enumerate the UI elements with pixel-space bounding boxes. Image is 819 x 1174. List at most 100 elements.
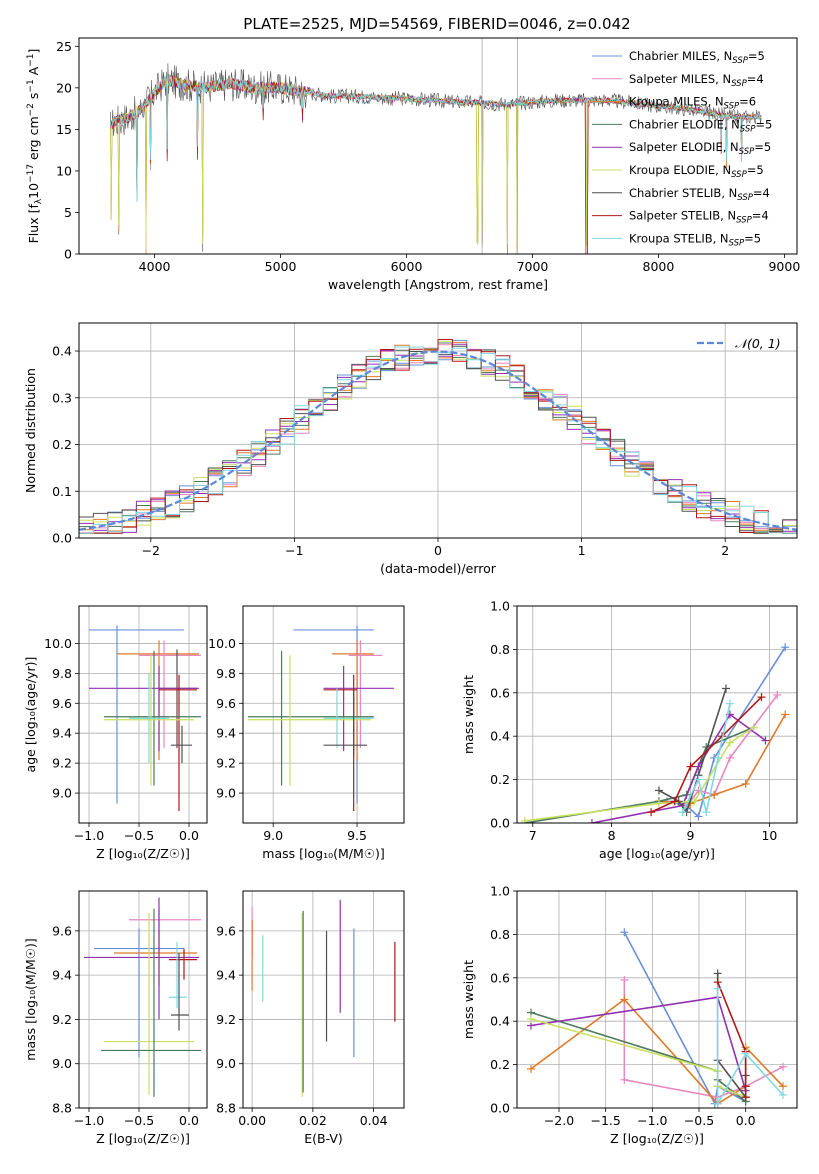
y-tick-label: 20 [56,80,72,95]
x-tick-label: −0.5 [684,1113,714,1128]
mass-vs-ebv-panel: 0.00 0.02 0.04 8.8 9.0 9.2 9.4 9.6 E(B-V) [216,890,405,1146]
y-tick-label: 9.0 [52,1056,72,1071]
legend-label: Chabrier MILES, NSSP=5 [629,49,765,66]
x-tick-label: 1 [578,543,586,558]
x-axis-label: mass [log₁₀(M/M☉)] [262,846,384,861]
x-axis-label: Z [log₁₀(Z/Z☉)] [96,846,190,861]
x-axis-label: age [log₁₀(age/yr)] [599,846,715,861]
spectrum-panel: 4000 5000 6000 7000 8000 9000 0 5 10 15 20 25 wavele… [26,37,800,292]
y-tick-label: 1.0 [490,884,510,899]
y-tick-label: 9.6 [52,696,72,711]
mass-vs-metallicity-panel: −1.0 −0.5 0.0 8.8 9.0 9.2 9.4 9.6 Z [log₁₀(Z/Z☉)… [23,890,208,1146]
y-tick-label: 9.8 [52,666,72,681]
y-tick-label: 9.2 [52,756,72,771]
y-tick-label: 0.2 [52,437,72,452]
legend-label: Kroupa STELIB, NSSP=5 [629,231,761,248]
y-tick-label: 0.3 [52,390,72,405]
x-tick-label: 4000 [139,259,171,274]
y-tick-label: 9.2 [216,1012,236,1027]
x-tick-label: 9 [687,828,695,843]
legend-label: 𝒩(0, 1) [735,336,781,351]
x-tick-label: 0.00 [238,1113,266,1128]
plot-area [79,339,797,538]
x-tick-label: 8000 [643,259,675,274]
axes-frame [78,605,208,824]
normal-curve [79,350,797,531]
y-tick-label: 8.8 [216,1101,236,1116]
x-tick-label: −1.0 [74,1113,104,1128]
x-tick-label: 2 [721,543,729,558]
x-tick-label: −1.0 [637,1113,667,1128]
mass-weight-vs-age-panel: 7 8 9 10 0.0 0.2 0.4 0.6 0.8 1.0 age [log₁₀(age/yr… [461,599,798,861]
x-tick-label: 0.04 [360,1113,388,1128]
y-tick-label: 5 [64,205,72,220]
y-tick-label: 9.0 [52,786,72,801]
axes-frame [78,322,798,539]
legend-label: Chabrier STELIB, NSSP=4 [629,186,770,203]
y-tick-label: 10.0 [208,636,236,651]
mass-weight-vs-metallicity-panel: −2.0 −1.5 −1.0 −0.5 0.0 0.0 0.2 0.4 0.6 0.8 1.0 Z [… [461,884,798,1146]
plot-area [251,899,396,1097]
y-tick-label: 9.8 [216,666,236,681]
x-tick-label: 0 [434,543,442,558]
y-tick-label: 9.2 [216,756,236,771]
gridlines [79,891,207,1109]
x-tick-label: 8 [608,828,616,843]
age-vs-metallicity-panel: −1.0 −0.5 0.0 9.0 9.2 9.4 9.6 9.8 10.0 Z [log₁₀(Z… [23,605,208,861]
axes-frame [78,37,798,255]
y-tick-label: 9.4 [52,726,72,741]
plot-area [520,643,790,823]
y-tick-label: 25 [56,39,72,54]
y-axis-label: Flux [fλ10−17 erg cm−2 s−1 A−1] [26,49,44,244]
x-tick-label: 9.0 [263,828,283,843]
spectrum-line-chabrier-miles [110,74,762,202]
gridlines [517,890,797,1109]
y-tick-label: 9.6 [52,923,72,938]
x-tick-label: 0.0 [179,1113,199,1128]
legend-label: Salpeter MILES, NSSP=4 [629,72,764,89]
weight-line [716,988,784,1107]
gridlines [243,891,404,1109]
y-tick-label: 0.0 [52,531,72,546]
x-tick-label: 6000 [391,259,423,274]
y-tick-label: 9.4 [216,726,236,741]
y-tick-label: 0.1 [52,484,72,499]
y-tick-label: 9.4 [216,968,236,983]
y-tick-label: 0 [64,247,72,262]
gridlines [79,606,207,823]
x-tick-label: −2.0 [544,1113,574,1128]
y-axis-label: mass weight [461,960,476,1039]
y-axis-label: Normed distribution [23,368,38,493]
y-tick-label: 0.4 [52,344,72,359]
y-tick-label: 0.0 [490,816,510,831]
x-tick-label: −2 [142,543,160,558]
y-tick-label: 9.6 [216,923,236,938]
plot-area [110,38,762,254]
x-tick-label: 7000 [517,259,549,274]
axes-frame [78,890,208,1109]
axes-frame [516,890,798,1109]
weight-line [530,998,784,1105]
weight-line [681,703,731,813]
axes-frame [516,605,798,824]
y-tick-label: 9.6 [216,696,236,711]
y-tick-label: 15 [56,122,72,137]
y-axis-label: age [log₁₀(age/yr)] [23,657,38,773]
x-tick-label: 10 [761,828,777,843]
y-tick-label: 0.8 [490,642,510,657]
x-tick-label: 9000 [768,259,800,274]
x-axis-label: Z [log₁₀(Z/Z☉)] [96,1131,190,1146]
axes-frame [242,605,405,824]
x-axis-label: (data-model)/error [380,561,497,576]
x-tick-label: 0.0 [736,1113,756,1128]
axes-frame [242,890,405,1109]
weight-line [530,1018,747,1099]
x-tick-label: −1.5 [590,1113,620,1128]
legend-label: Salpeter STELIB, NSSP=4 [629,209,769,226]
y-tick-label: 9.0 [216,1056,236,1071]
y-tick-label: 1.0 [490,599,510,614]
x-tick-label: −1 [285,543,303,558]
legend-label: Kroupa MILES, NSSP=6 [629,95,756,112]
x-tick-label: 9.5 [347,828,367,843]
x-tick-label: −1.0 [74,828,104,843]
